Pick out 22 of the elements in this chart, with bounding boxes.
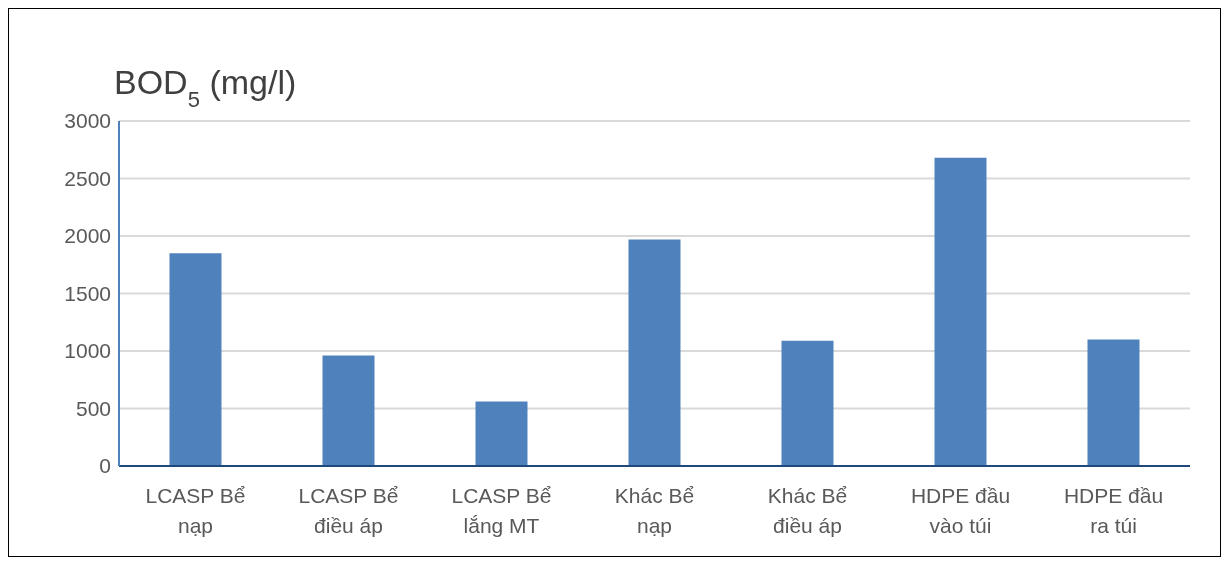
bar [475, 401, 528, 466]
x-tick-label: Khác Bể điều áp [767, 484, 848, 537]
x-tick-label: HDPE đầu vào túi [910, 484, 1011, 537]
bar [169, 253, 222, 466]
y-tick-label: 1500 [64, 281, 111, 305]
y-tick-label: 0 [99, 454, 111, 478]
y-tick-label: 2000 [64, 224, 111, 248]
x-tick-label: Khác Bể nạp [614, 484, 695, 537]
bar [934, 157, 987, 466]
y-tick-label: 3000 [64, 109, 111, 133]
bar [322, 355, 375, 466]
x-tick-label: LCASP Bể lắng MT [451, 484, 552, 537]
x-tick-label: LCASP Bể nạp [145, 484, 246, 537]
x-tick-label: HDPE đầu ra túi [1063, 484, 1164, 537]
y-tick-label: 500 [75, 396, 111, 420]
bar [628, 239, 681, 466]
x-tick-label: LCASP Bể điều áp [298, 484, 399, 537]
y-tick-label: 1000 [64, 339, 111, 363]
y-axis-title: BOD$_{5}$ (mg/l) [114, 63, 297, 112]
y-tick-label: 2500 [64, 166, 111, 190]
bar [1087, 339, 1140, 466]
bar [781, 340, 834, 466]
